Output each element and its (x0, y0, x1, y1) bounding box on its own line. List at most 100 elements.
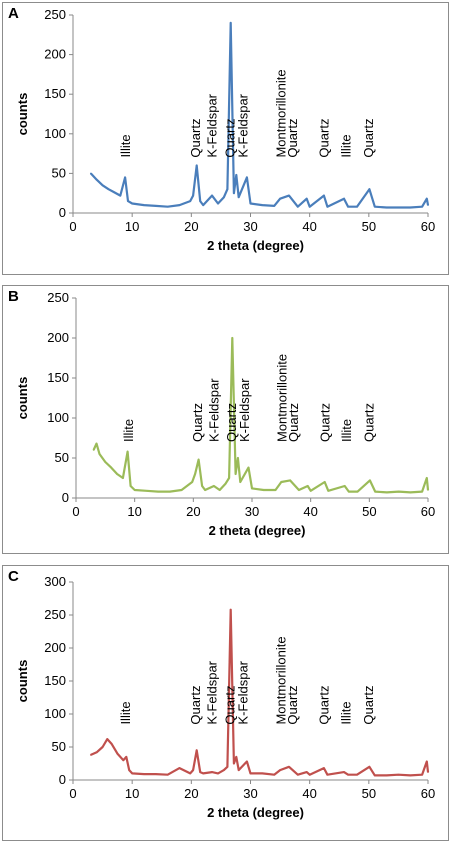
data-point (133, 489, 136, 491)
peak-annotation: Quartz (222, 119, 237, 158)
data-point (309, 490, 312, 492)
y-tick-label: 100 (47, 410, 69, 425)
data-point (373, 205, 376, 208)
data-point (308, 773, 311, 776)
data-point (427, 771, 429, 773)
y-tick-label: 300 (44, 574, 66, 589)
data-point (262, 489, 265, 491)
x-tick-label: 40 (303, 504, 317, 519)
data-point (273, 773, 275, 776)
data-point (298, 489, 300, 491)
x-tick-label: 60 (421, 786, 435, 801)
peak-annotation: Quartz (317, 403, 332, 442)
data-point (155, 773, 157, 775)
data-point (169, 490, 171, 493)
data-point (235, 756, 238, 758)
data-point (197, 458, 200, 461)
data-point (98, 453, 101, 455)
data-point (273, 205, 275, 207)
data-point (104, 461, 107, 463)
x-tick-label: 50 (362, 504, 376, 519)
data-point (251, 487, 253, 490)
data-point (194, 473, 196, 475)
x-tick-label: 20 (184, 786, 198, 801)
peak-annotation: K-Feldspar (235, 660, 250, 724)
data-point (231, 337, 234, 339)
peak-annotation: Illite (338, 701, 353, 724)
data-point (125, 756, 128, 758)
y-tick-label: 0 (59, 205, 66, 220)
data-point (397, 206, 400, 209)
data-point (369, 479, 371, 482)
data-point (409, 206, 412, 209)
data-point (119, 194, 122, 197)
data-point (421, 490, 423, 493)
y-axis-title: counts (15, 660, 30, 703)
data-point (166, 205, 169, 208)
data-point (356, 490, 359, 493)
data-point (191, 481, 193, 483)
data-point (229, 608, 232, 611)
data-point (274, 489, 277, 491)
data-point (280, 481, 283, 483)
data-point (116, 473, 118, 475)
data-point (426, 197, 428, 200)
data-point (145, 490, 148, 492)
data-point (288, 766, 290, 768)
data-point (127, 200, 129, 202)
panel-label: A (8, 5, 19, 22)
peak-annotation: K-Feldspar (205, 660, 220, 724)
y-axis-title: counts (15, 93, 30, 136)
data-point (421, 773, 423, 776)
y-tick-label: 150 (47, 370, 69, 385)
y-tick-label: 100 (44, 126, 66, 141)
data-point (261, 204, 264, 206)
data-point (249, 202, 252, 205)
data-point (195, 164, 198, 167)
data-point (131, 772, 133, 775)
x-axis-title: 2 theta (degree) (209, 523, 306, 538)
data-point (143, 204, 145, 206)
data-point (246, 760, 248, 763)
data-point (95, 751, 98, 754)
data-point (343, 197, 345, 200)
x-tick-label: 20 (186, 504, 200, 519)
peak-annotation: K-Feldspar (235, 93, 250, 157)
data-point (347, 205, 349, 208)
x-axis-title: 2 theta (degree) (207, 238, 304, 253)
peak-annotation: Montmorillonite (275, 354, 290, 442)
data-point (356, 205, 358, 208)
peak-annotation: Quartz (190, 403, 205, 442)
data-point (308, 205, 311, 208)
data-point (233, 762, 235, 765)
data-point (199, 771, 202, 773)
peak-annotation: K-Feldspar (205, 93, 220, 157)
data-point (249, 772, 252, 775)
data-point (201, 485, 203, 487)
data-point (427, 204, 429, 206)
y-tick-label: 250 (47, 290, 69, 305)
x-tick-label: 0 (72, 504, 79, 519)
data-point (385, 206, 388, 209)
x-tick-label: 40 (302, 786, 316, 801)
data-point (224, 482, 227, 485)
data-point (204, 489, 206, 491)
x-tick-label: 60 (421, 219, 435, 234)
data-point (409, 491, 412, 494)
data-point (374, 490, 377, 493)
data-point (409, 774, 412, 777)
data-point (192, 194, 194, 197)
data-point (368, 766, 371, 768)
peak-annotation: Quartz (285, 119, 300, 158)
chart-a-svg: 0 50 100 150 200 250 0 10 20 30 40 50 60 2 theta (deg… (15, 7, 435, 253)
data-point (180, 489, 183, 491)
data-point (234, 473, 237, 475)
data-point (178, 204, 181, 206)
data-point (237, 196, 240, 198)
data-point (202, 772, 204, 775)
data-point (166, 773, 169, 776)
peak-annotation: Quartz (316, 119, 331, 158)
data-point (189, 772, 191, 775)
peak-annotation: Montmorillonite (273, 636, 288, 724)
data-point (297, 773, 299, 776)
